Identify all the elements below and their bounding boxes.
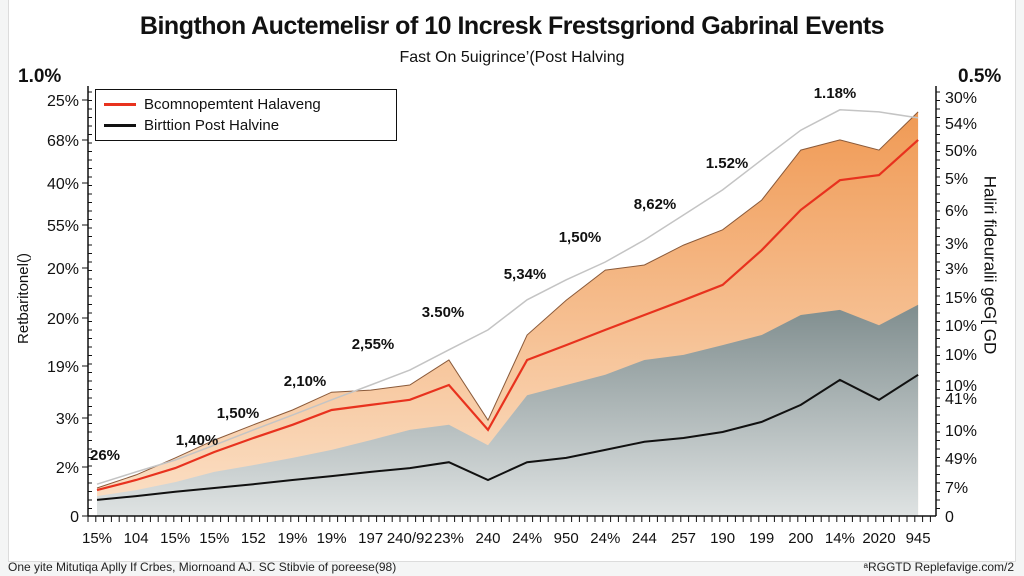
right-axis-top-label: 0.5% [958, 66, 1002, 87]
x-tick-label: 152 [241, 530, 266, 547]
right-tick-label: 5% [945, 171, 968, 188]
footer-source: One yite Mitutiqa Aplly If Crbes, Miorno… [8, 560, 397, 574]
legend-label: Birttion Post Halvine [144, 117, 280, 134]
black-series-line [96, 373, 919, 501]
right-tick-label: 10% [945, 423, 977, 440]
x-tick-label: 14% [825, 530, 855, 547]
data-label: 3.50% [422, 304, 465, 321]
legend-item: Bcomnopemtent Halaveng [104, 96, 321, 113]
legend-item: Birttion Post Halvine [104, 117, 279, 134]
x-tick-label: 240 [475, 530, 500, 547]
left-tick-label: 25% [47, 93, 79, 110]
chart-subtitle: Fast On 5uigrince’(Post Halving [399, 49, 625, 66]
right-tick-label: 41% [945, 391, 977, 408]
red-series-line [96, 139, 919, 492]
right-tick-label: 15% [945, 290, 977, 307]
x-tick-label: 24% [512, 530, 542, 547]
x-tick-label: 15% [82, 530, 112, 547]
gray-trend-line [96, 109, 919, 485]
orange-area-edge [96, 111, 919, 489]
data-label: 1.18% [814, 85, 857, 102]
left-tick-label: 0 [70, 509, 79, 526]
data-label: 1.52% [706, 155, 749, 172]
gray-area [97, 304, 919, 516]
left-axis-top-label: 1.0% [18, 66, 62, 87]
data-label: 5,34% [504, 266, 547, 283]
x-tick-label: 19% [317, 530, 347, 547]
x-tick-label: 945 [906, 530, 931, 547]
right-tick-label: 10% [945, 318, 977, 335]
x-tick-label: 19% [277, 530, 307, 547]
x-tick-label: 2020 [862, 530, 895, 547]
chart-title: Bingthon Auctemelisr of 10 Incresk Frest… [139, 12, 885, 40]
x-tick-label: 950 [554, 530, 579, 547]
x-tick-label: 190 [710, 530, 735, 547]
left-tick-label: 20% [47, 311, 79, 328]
right-tick-label: 50% [945, 143, 977, 160]
legend-swatch-red [104, 103, 136, 106]
x-tick-label: 240/92 [387, 530, 433, 547]
left-tick-label: 68% [47, 133, 79, 150]
right-tick-label: 30% [945, 90, 977, 107]
right-tick-label: 54% [945, 116, 977, 133]
legend: Bcomnopemtent Halaveng Birttion Post Hal… [95, 89, 397, 141]
data-label: 1,50% [559, 229, 602, 246]
x-tick-label: 15% [199, 530, 229, 547]
right-tick-label: 6% [945, 203, 968, 220]
x-tick-label: 197 [358, 530, 383, 547]
legend-swatch-black [104, 124, 136, 127]
right-tick-label: 49% [945, 451, 977, 468]
x-tick-label: 200 [788, 530, 813, 547]
data-label: 1,50% [217, 405, 260, 422]
data-label: 8,62% [634, 196, 677, 213]
x-tick-label: 257 [671, 530, 696, 547]
right-tick-label: 3% [945, 261, 968, 278]
x-tick-label: 24% [590, 530, 620, 547]
footer-credit: ᵃRGGTD Replefavige.com/2 [863, 560, 1014, 574]
data-label: 2,55% [352, 336, 395, 353]
left-tick-label: 20% [47, 261, 79, 278]
left-tick-label: 3% [56, 411, 79, 428]
left-tick-label: 19% [47, 359, 79, 376]
legend-label: Bcomnopemtent Halaveng [144, 96, 321, 113]
x-tick-label: 104 [124, 530, 149, 547]
right-tick-label: 10% [945, 347, 977, 364]
data-label: 1,40% [176, 432, 219, 449]
x-tick-label: 15% [160, 530, 190, 547]
left-tick-label: 2% [56, 460, 79, 477]
left-tick-label: 40% [47, 176, 79, 193]
data-label: 26% [90, 447, 120, 464]
x-tick-label: 199 [749, 530, 774, 547]
left-tick-label: 55% [47, 218, 79, 235]
right-tick-label: 3% [945, 236, 968, 253]
x-tick-label: 23% [434, 530, 464, 547]
right-tick-label: 0 [945, 509, 954, 526]
right-tick-label: 7% [945, 480, 968, 497]
data-label: 2,10% [284, 373, 327, 390]
right-tick-label: 10% [945, 378, 977, 395]
x-tick-label: 244 [632, 530, 657, 547]
